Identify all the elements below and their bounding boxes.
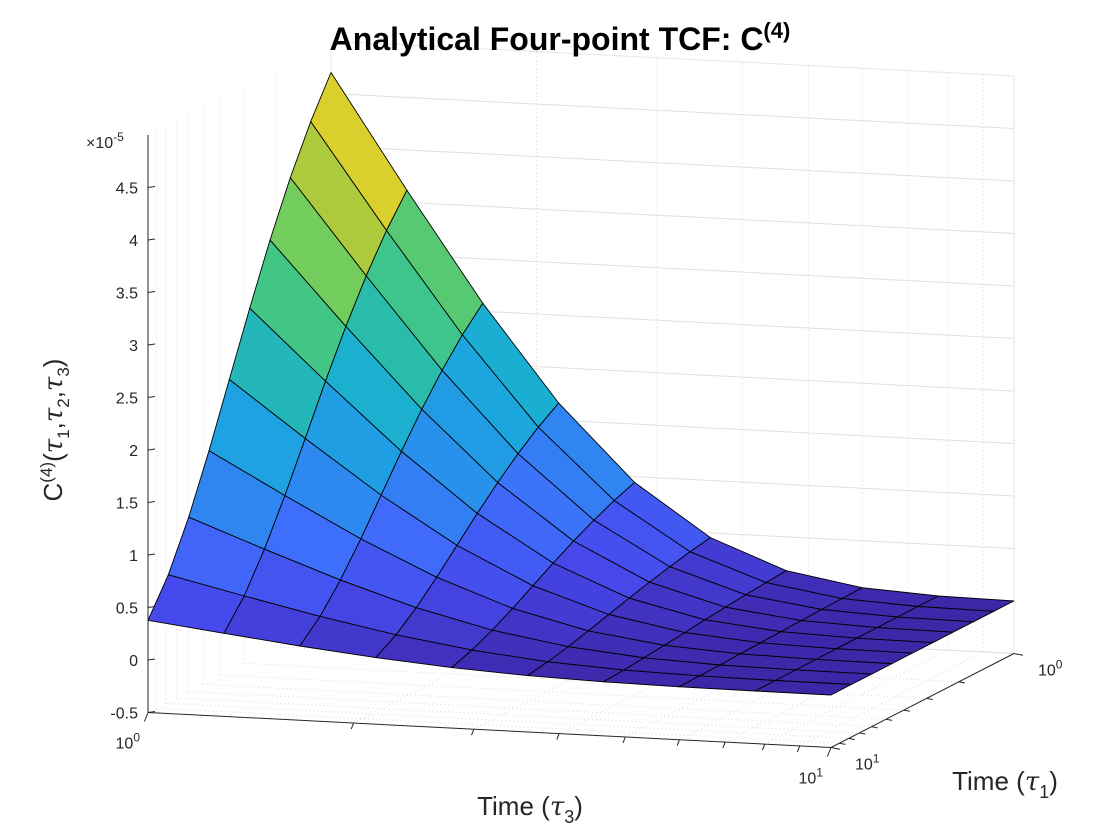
x-tick-mark (722, 741, 726, 749)
z-tick-label: 0.5 (116, 601, 138, 618)
z-tick-mark (147, 658, 156, 661)
x-tick-mark (826, 747, 832, 757)
z-tick-label: 1 (129, 548, 138, 565)
y-axis-label: Time (τ1) (952, 766, 1058, 802)
y-tick-mark (871, 726, 878, 729)
z-tick-label: 2 (129, 443, 138, 460)
title-superscript: (4) (763, 18, 790, 43)
z-axis-label: C(4)(τ1,τ2,τ3) (37, 359, 73, 502)
y-minor-gridline (188, 691, 872, 728)
x-tick-label: 101 (799, 766, 824, 788)
y-tick-mark (885, 718, 893, 721)
y-tick-label: 100 (1038, 658, 1063, 680)
x-tick-mark (471, 729, 475, 736)
x-tick-label: 100 (116, 731, 141, 753)
chart-title: Analytical Four-point TCF: C(4) (330, 18, 791, 57)
surface-layer (147, 72, 1015, 696)
axis-layer: -0.5 0 0.5 1 1.5 2 2.5 3 3.5 4 4.5 100 101 100 101 (110, 135, 1063, 788)
y-minor-gridline (176, 697, 860, 734)
x-tick-mark (676, 739, 680, 746)
z-tick-mark (147, 396, 156, 398)
z-tick-label: 3.5 (116, 286, 138, 303)
y-tick-mark (903, 709, 910, 712)
x-tick-mark (761, 743, 766, 751)
z-tick-mark (147, 501, 156, 503)
z-gridline (330, 145, 1015, 182)
x-tick-mark (556, 733, 560, 740)
x-axis-label: Time (τ3) (477, 791, 583, 827)
x-tick-mark (143, 712, 149, 722)
z-exponent-label: ×10-5 (86, 130, 124, 152)
y-minor-gridline (156, 707, 840, 744)
y-tick-mark (848, 737, 855, 741)
y-tick-mark (830, 747, 841, 750)
y-tick-mark (839, 742, 846, 745)
z-tick-mark (147, 711, 156, 713)
z-tick-mark (147, 553, 156, 556)
z-tick-mark (147, 186, 156, 188)
z-tick-label: -0.5 (110, 706, 138, 723)
y-axis-line (830, 653, 1015, 748)
y-tick-mark (859, 732, 866, 735)
z-tick-mark (147, 606, 156, 608)
y-tick-mark (1013, 653, 1024, 656)
x-tick-mark (796, 745, 801, 753)
z-tick-mark (147, 343, 156, 346)
z-tick-label: 3 (129, 338, 138, 355)
x-tick-mark (622, 736, 626, 744)
z-tick-mark (147, 238, 156, 241)
z-tick-label: 2.5 (116, 391, 138, 408)
x-axis-line (147, 712, 832, 748)
z-gridline (330, 93, 1015, 129)
z-tick-label: 4 (129, 233, 138, 250)
y-minor-gridline (165, 702, 849, 739)
z-tick-mark (147, 291, 156, 293)
z-tick-label: 0 (129, 653, 138, 670)
z-tick-label: 4.5 (116, 181, 138, 198)
surface-patch (754, 680, 852, 696)
z-tick-mark (147, 448, 156, 451)
y-tick-mark (958, 681, 966, 684)
z-gridline (330, 198, 1015, 234)
x-tick-mark (350, 722, 355, 730)
y-tick-label: 101 (855, 752, 880, 774)
z-tick-label: 1.5 (116, 496, 138, 513)
y-tick-mark (926, 697, 933, 701)
